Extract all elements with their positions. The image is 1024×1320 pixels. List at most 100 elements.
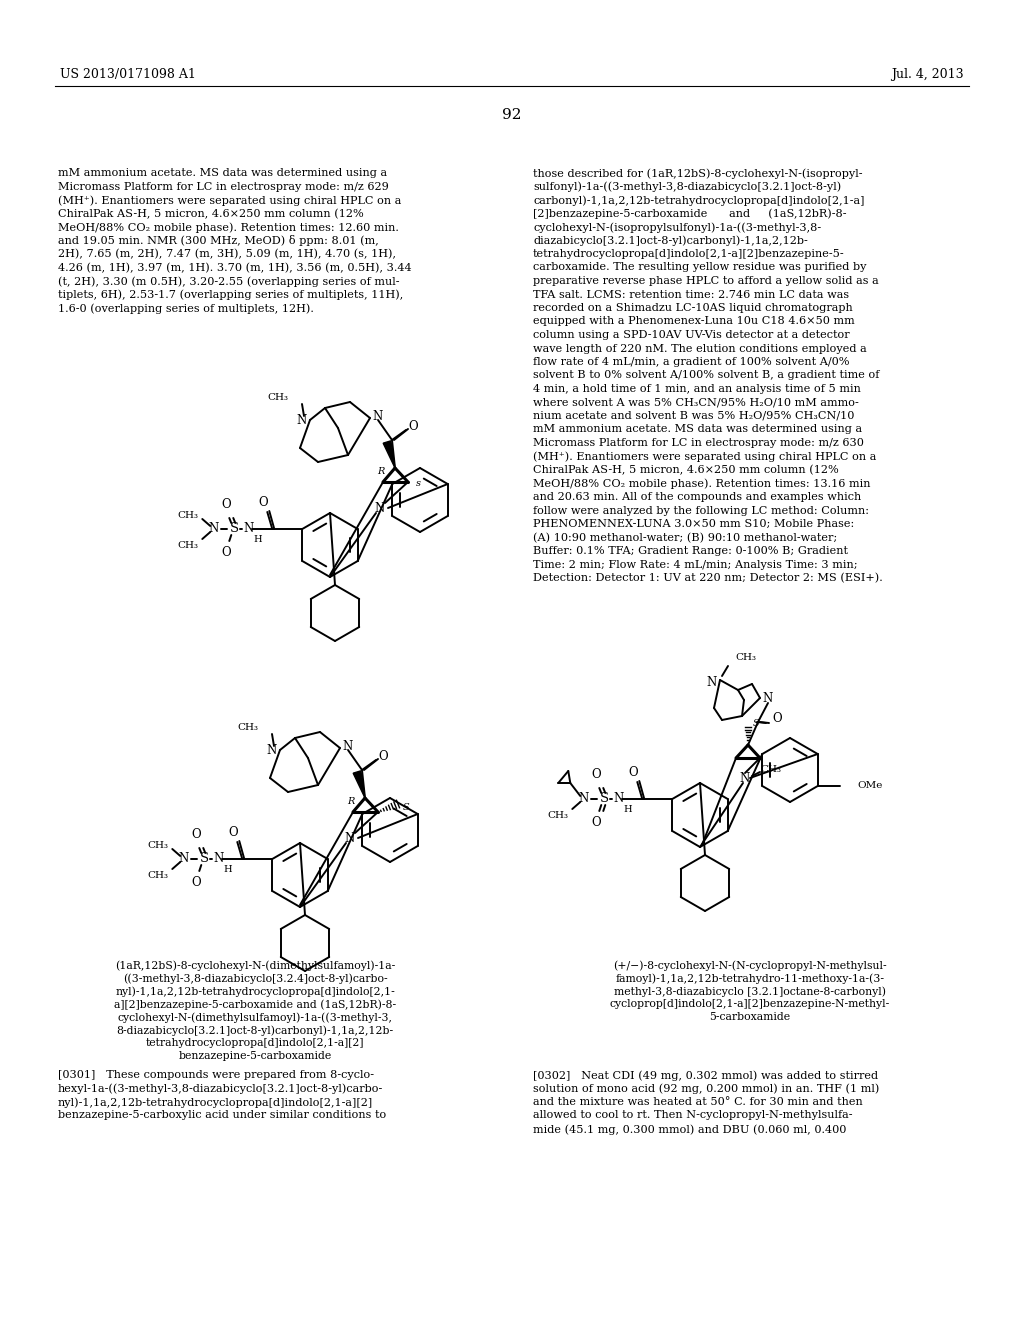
Text: O: O	[191, 829, 201, 842]
Text: (MH⁺). Enantiomers were separated using chiral HPLC on a: (MH⁺). Enantiomers were separated using …	[534, 451, 877, 462]
Text: nyl)-1,1a,2,12b-tetrahydrocyclopropa[d]indolo[2,1-: nyl)-1,1a,2,12b-tetrahydrocyclopropa[d]i…	[115, 986, 395, 997]
Text: a][2]benzazepine-5-carboxamide and (1aS,12bR)-8-: a][2]benzazepine-5-carboxamide and (1aS,…	[114, 999, 396, 1010]
Text: (t, 2H), 3.30 (m 0.5H), 3.20-2.55 (overlapping series of mul-: (t, 2H), 3.30 (m 0.5H), 3.20-2.55 (overl…	[58, 276, 399, 286]
Text: 1.6-0 (overlapping series of multiplets, 12H).: 1.6-0 (overlapping series of multiplets,…	[58, 304, 314, 314]
Polygon shape	[353, 771, 365, 799]
Text: tiplets, 6H), 2.53-1.7 (overlapping series of multiplets, 11H),: tiplets, 6H), 2.53-1.7 (overlapping seri…	[58, 289, 403, 300]
Text: 8-diazabicyclo[3.2.1]oct-8-yl)carbonyl)-1,1a,2,12b-: 8-diazabicyclo[3.2.1]oct-8-yl)carbonyl)-…	[117, 1026, 393, 1036]
Text: methyl-3,8-diazabicyclo [3.2.1]octane-8-carbonyl): methyl-3,8-diazabicyclo [3.2.1]octane-8-…	[614, 986, 886, 997]
Text: (1aR,12bS)-8-cyclohexyl-N-(dimethylsulfamoyl)-1a-: (1aR,12bS)-8-cyclohexyl-N-(dimethylsulfa…	[115, 960, 395, 970]
Text: S: S	[753, 718, 760, 727]
Text: N: N	[373, 409, 383, 422]
Text: CH₃: CH₃	[147, 841, 168, 850]
Text: H: H	[623, 804, 632, 813]
Text: and 19.05 min. NMR (300 MHz, MeOD) δ ppm: 8.01 (m,: and 19.05 min. NMR (300 MHz, MeOD) δ ppm…	[58, 235, 379, 247]
Text: O: O	[629, 767, 638, 780]
Text: tetrahydrocyclopropa[d]indolo[2,1-a][2]: tetrahydrocyclopropa[d]indolo[2,1-a][2]	[145, 1038, 365, 1048]
Text: O: O	[191, 876, 201, 890]
Text: allowed to cool to rt. Then N-cyclopropyl-N-methylsulfa-: allowed to cool to rt. Then N-cyclopropy…	[534, 1110, 853, 1121]
Text: S: S	[200, 853, 209, 866]
Text: cyclohexyl-N-(dimethylsulfamoyl)-1a-((3-methyl-3,: cyclohexyl-N-(dimethylsulfamoyl)-1a-((3-…	[118, 1012, 392, 1023]
Text: s: s	[416, 479, 421, 488]
Text: CH₃: CH₃	[177, 511, 199, 520]
Text: cyclohexyl-N-(isopropylsulfonyl)-1a-((3-methyl-3,8-: cyclohexyl-N-(isopropylsulfonyl)-1a-((3-…	[534, 222, 821, 232]
Text: preparative reverse phase HPLC to afford a yellow solid as a: preparative reverse phase HPLC to afford…	[534, 276, 879, 286]
Text: [2]benzazepine-5-carboxamide      and     (1aS,12bR)-8-: [2]benzazepine-5-carboxamide and (1aS,12…	[534, 209, 847, 219]
Text: O: O	[592, 768, 601, 781]
Text: nyl)-1,1a,2,12b-tetrahydrocyclopropa[d]indolo[2,1-a][2]: nyl)-1,1a,2,12b-tetrahydrocyclopropa[d]i…	[58, 1097, 374, 1107]
Text: benzazepine-5-carboxamide: benzazepine-5-carboxamide	[178, 1051, 332, 1061]
Text: N: N	[178, 853, 188, 866]
Text: S: S	[600, 792, 609, 805]
Polygon shape	[383, 441, 395, 469]
Text: H: H	[223, 865, 231, 874]
Text: Time: 2 min; Flow Rate: 4 mL/min; Analysis Time: 3 min;: Time: 2 min; Flow Rate: 4 mL/min; Analys…	[534, 560, 858, 569]
Text: US 2013/0171098 A1: US 2013/0171098 A1	[60, 69, 196, 81]
Text: Micromass Platform for LC in electrospray mode: m/z 630: Micromass Platform for LC in electrospra…	[534, 438, 864, 447]
Text: O: O	[378, 751, 388, 763]
Text: recorded on a Shimadzu LC-10AS liquid chromatograph: recorded on a Shimadzu LC-10AS liquid ch…	[534, 304, 853, 313]
Text: sulfonyl)-1a-((3-methyl-3,8-diazabicyclo[3.2.1]oct-8-yl): sulfonyl)-1a-((3-methyl-3,8-diazabicyclo…	[534, 181, 842, 193]
Text: N: N	[267, 743, 278, 756]
Text: equipped with a Phenomenex-Luna 10u C18 4.6×50 mm: equipped with a Phenomenex-Luna 10u C18 …	[534, 317, 855, 326]
Text: and the mixture was heated at 50° C. for 30 min and then: and the mixture was heated at 50° C. for…	[534, 1097, 863, 1107]
Text: (+/−)-8-cyclohexyl-N-(N-cyclopropyl-N-methylsul-: (+/−)-8-cyclohexyl-N-(N-cyclopropyl-N-me…	[613, 960, 887, 970]
Text: R: R	[347, 797, 354, 807]
Text: mide (45.1 mg, 0.300 mmol) and DBU (0.060 ml, 0.400: mide (45.1 mg, 0.300 mmol) and DBU (0.06…	[534, 1125, 847, 1135]
Text: mM ammonium acetate. MS data was determined using a: mM ammonium acetate. MS data was determi…	[58, 168, 387, 178]
Text: N: N	[763, 692, 773, 705]
Text: S: S	[229, 523, 239, 536]
Text: CH₃: CH₃	[735, 653, 756, 663]
Text: flow rate of 4 mL/min, a gradient of 100% solvent A/0%: flow rate of 4 mL/min, a gradient of 100…	[534, 356, 850, 367]
Text: R: R	[377, 467, 385, 477]
Text: MeOH/88% CO₂ mobile phase). Retention times: 13.16 min: MeOH/88% CO₂ mobile phase). Retention ti…	[534, 479, 870, 490]
Text: ChiralPak AS-H, 5 micron, 4.6×250 mm column (12%: ChiralPak AS-H, 5 micron, 4.6×250 mm col…	[58, 209, 364, 219]
Text: famoyl)-1,1a,2,12b-tetrahydro-11-methoxy-1a-(3-: famoyl)-1,1a,2,12b-tetrahydro-11-methoxy…	[615, 973, 885, 983]
Text: CH₃: CH₃	[237, 723, 258, 733]
Text: Buffer: 0.1% TFA; Gradient Range: 0-100% B; Gradient: Buffer: 0.1% TFA; Gradient Range: 0-100%…	[534, 546, 848, 556]
Text: N: N	[613, 792, 624, 804]
Text: (MH⁺). Enantiomers were separated using chiral HPLC on a: (MH⁺). Enantiomers were separated using …	[58, 195, 401, 206]
Text: N: N	[208, 523, 218, 536]
Text: hexyl-1a-((3-methyl-3,8-diazabicyclo[3.2.1]oct-8-yl)carbo-: hexyl-1a-((3-methyl-3,8-diazabicyclo[3.2…	[58, 1084, 383, 1094]
Text: 4.26 (m, 1H), 3.97 (m, 1H). 3.70 (m, 1H), 3.56 (m, 0.5H), 3.44: 4.26 (m, 1H), 3.97 (m, 1H). 3.70 (m, 1H)…	[58, 263, 412, 273]
Text: [0301]   These compounds were prepared from 8-cyclo-: [0301] These compounds were prepared fro…	[58, 1071, 374, 1080]
Text: 92: 92	[502, 108, 522, 121]
Text: N: N	[345, 832, 355, 845]
Text: CH₃: CH₃	[147, 870, 168, 879]
Text: MeOH/88% CO₂ mobile phase). Retention times: 12.60 min.: MeOH/88% CO₂ mobile phase). Retention ti…	[58, 222, 399, 232]
Text: and 20.63 min. All of the compounds and examples which: and 20.63 min. All of the compounds and …	[534, 492, 861, 502]
Text: PHENOMENNEX-LUNA 3.0×50 mm S10; Mobile Phase:: PHENOMENNEX-LUNA 3.0×50 mm S10; Mobile P…	[534, 519, 854, 529]
Text: N: N	[375, 502, 385, 515]
Text: N: N	[579, 792, 589, 805]
Text: wave length of 220 nM. The elution conditions employed a: wave length of 220 nM. The elution condi…	[534, 343, 866, 354]
Text: N: N	[740, 771, 751, 784]
Text: benzazepine-5-carboxylic acid under similar conditions to: benzazepine-5-carboxylic acid under simi…	[58, 1110, 386, 1121]
Text: 2H), 7.65 (m, 2H), 7.47 (m, 3H), 5.09 (m, 1H), 4.70 (s, 1H),: 2H), 7.65 (m, 2H), 7.47 (m, 3H), 5.09 (m…	[58, 249, 396, 259]
Text: O: O	[258, 496, 268, 510]
Text: S: S	[402, 803, 410, 812]
Text: O: O	[772, 711, 781, 725]
Text: Detection: Detector 1: UV at 220 nm; Detector 2: MS (ESI+).: Detection: Detector 1: UV at 220 nm; Det…	[534, 573, 883, 583]
Text: OMe: OMe	[858, 781, 883, 791]
Text: (A) 10:90 methanol-water; (B) 90:10 methanol-water;: (A) 10:90 methanol-water; (B) 90:10 meth…	[534, 532, 838, 543]
Text: O: O	[592, 817, 601, 829]
Text: follow were analyzed by the following LC method: Column:: follow were analyzed by the following LC…	[534, 506, 869, 516]
Text: carboxamide. The resulting yellow residue was purified by: carboxamide. The resulting yellow residu…	[534, 263, 866, 272]
Text: 5-carboxamide: 5-carboxamide	[710, 1012, 791, 1022]
Text: CH₃: CH₃	[760, 766, 781, 775]
Text: diazabicyclo[3.2.1]oct-8-yl)carbonyl)-1,1a,2,12b-: diazabicyclo[3.2.1]oct-8-yl)carbonyl)-1,…	[534, 235, 808, 246]
Text: TFA salt. LCMS: retention time: 2.746 min LC data was: TFA salt. LCMS: retention time: 2.746 mi…	[534, 289, 849, 300]
Text: N: N	[297, 413, 307, 426]
Text: solvent B to 0% solvent A/100% solvent B, a gradient time of: solvent B to 0% solvent A/100% solvent B…	[534, 371, 880, 380]
Text: 4 min, a hold time of 1 min, and an analysis time of 5 min: 4 min, a hold time of 1 min, and an anal…	[534, 384, 861, 393]
Text: mM ammonium acetate. MS data was determined using a: mM ammonium acetate. MS data was determi…	[534, 425, 862, 434]
Text: tetrahydrocyclopropa[d]indolo[2,1-a][2]benzazepine-5-: tetrahydrocyclopropa[d]indolo[2,1-a][2]b…	[534, 249, 845, 259]
Text: N: N	[213, 851, 223, 865]
Text: N: N	[243, 521, 253, 535]
Text: where solvent A was 5% CH₃CN/95% H₂O/10 mM ammo-: where solvent A was 5% CH₃CN/95% H₂O/10 …	[534, 397, 859, 408]
Text: CH₃: CH₃	[267, 393, 288, 403]
Text: Jul. 4, 2013: Jul. 4, 2013	[891, 69, 964, 81]
Text: ((3-methyl-3,8-diazabicyclo[3.2.4]oct-8-yl)carbo-: ((3-methyl-3,8-diazabicyclo[3.2.4]oct-8-…	[123, 973, 387, 983]
Text: those described for (1aR,12bS)-8-cyclohexyl-N-(isopropyl-: those described for (1aR,12bS)-8-cyclohe…	[534, 168, 862, 178]
